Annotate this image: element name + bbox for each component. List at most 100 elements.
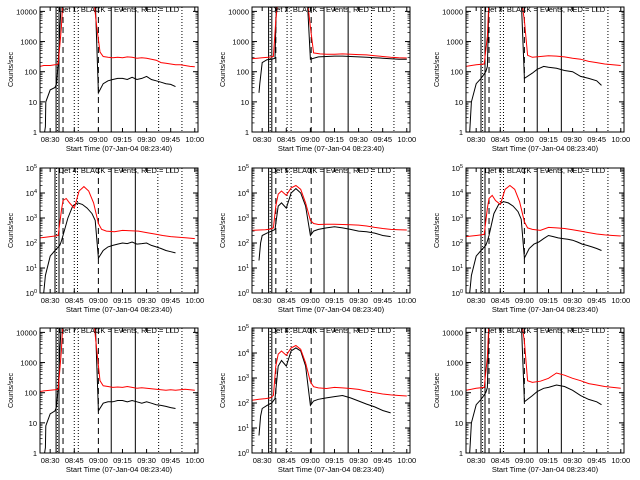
y-tick-label: 1 [459, 449, 463, 458]
x-axis-label: Start Time (07-Jan-04 08:23:40) [66, 144, 173, 153]
events-series-line [258, 7, 407, 93]
x-tick-label: 09:15 [539, 456, 558, 465]
events-series-line [258, 187, 391, 261]
plot-frame [39, 327, 199, 454]
x-tick-label: 09:15 [325, 296, 344, 305]
lld-series-line [466, 7, 621, 67]
x-tick-label: 09:00 [515, 456, 534, 465]
panel-5: Det 5: BLACK = Events, RED = LLD 08:30 08:… [220, 164, 416, 314]
x-tick-label: 09:45 [373, 135, 392, 144]
x-tick-label: 08:30 [253, 456, 272, 465]
y-axis-label: Counts/sec [8, 51, 15, 87]
y-tick-label: 101 [452, 264, 463, 273]
y-tick-label: 1 [245, 128, 249, 137]
y-tick-label: 10 [241, 98, 249, 107]
y-tick-label: 101 [238, 424, 249, 433]
x-tick-label: 09:30 [137, 456, 156, 465]
x-axis-label: Start Time (07-Jan-04 08:23:40) [492, 144, 599, 153]
x-tick-label: 09:30 [349, 296, 368, 305]
x-tick-label: 08:45 [65, 135, 84, 144]
x-tick-label: 08:30 [41, 135, 60, 144]
y-tick-label: 10000 [442, 328, 463, 337]
y-tick-label: 1 [459, 128, 463, 137]
lld-series-line [252, 184, 407, 231]
y-tick-label: 104 [238, 349, 249, 358]
x-tick-label: 09:15 [113, 456, 132, 465]
panel-title: Det 2: BLACK = Events, RED = LLD [271, 5, 392, 14]
x-tick-label: 08:30 [41, 296, 60, 305]
lld-series-line [40, 7, 195, 68]
plot-frame [251, 327, 411, 454]
y-tick-label: 102 [452, 239, 463, 248]
x-tick-label: 10:00 [397, 135, 416, 144]
x-tick-label: 09:45 [587, 296, 606, 305]
x-tick-label: 08:30 [41, 456, 60, 465]
panel-title: Det 7: BLACK = Events, RED = LLD [59, 326, 180, 335]
lld-series-line [252, 344, 407, 401]
lld-series-line [466, 328, 621, 391]
x-tick-label: 09:15 [539, 135, 558, 144]
y-tick-label: 100 [24, 68, 37, 77]
y-tick-label: 100 [452, 289, 463, 298]
y-tick-label: 10 [29, 419, 37, 428]
y-tick-label: 10 [455, 419, 463, 428]
x-tick-label: 10:00 [397, 296, 416, 305]
y-axis-label: Counts/sec [8, 372, 15, 408]
x-axis-label: Start Time (07-Jan-04 08:23:40) [492, 465, 599, 474]
panel-title: Det 1: BLACK = Events, RED = LLD [59, 5, 180, 14]
y-tick-label: 104 [452, 189, 463, 198]
x-tick-label: 08:45 [491, 296, 510, 305]
y-tick-label: 100 [238, 289, 249, 298]
y-axis-label: Counts/sec [220, 372, 227, 408]
y-tick-label: 101 [238, 264, 249, 273]
y-axis-label: Counts/sec [434, 372, 441, 408]
y-tick-label: 105 [26, 164, 37, 173]
plot-frame [465, 6, 625, 133]
y-tick-label: 10000 [442, 7, 463, 16]
y-tick-label: 1 [33, 449, 37, 458]
plot-frame [465, 327, 625, 454]
y-tick-label: 100 [26, 289, 37, 298]
x-tick-label: 10:00 [611, 456, 630, 465]
y-tick-label: 100 [24, 389, 37, 398]
x-tick-label: 09:00 [515, 135, 534, 144]
x-tick-label: 10:00 [611, 296, 630, 305]
panel-title: Det 8: BLACK = Events, RED = LLD [271, 326, 392, 335]
y-tick-label: 10000 [228, 7, 249, 16]
y-tick-label: 102 [238, 239, 249, 248]
x-tick-label: 09:00 [89, 296, 108, 305]
y-tick-label: 103 [452, 214, 463, 223]
x-tick-label: 10:00 [185, 296, 204, 305]
panel-4: Det 4: BLACK = Events, RED = LLD 08:30 08:… [8, 164, 204, 314]
x-tick-label: 10:00 [185, 456, 204, 465]
panel-title: Det 6: BLACK = Events, RED = LLD [485, 166, 606, 175]
x-tick-label: 09:45 [373, 456, 392, 465]
x-tick-label: 09:45 [373, 296, 392, 305]
y-tick-label: 1000 [20, 359, 37, 368]
x-tick-label: 08:45 [491, 135, 510, 144]
plot-frame [39, 167, 199, 294]
y-tick-label: 1000 [20, 38, 37, 47]
y-tick-label: 104 [238, 189, 249, 198]
lld-series-line [40, 328, 195, 392]
x-tick-label: 09:30 [563, 456, 582, 465]
x-tick-label: 08:30 [253, 135, 272, 144]
y-tick-label: 10000 [16, 7, 37, 16]
x-tick-label: 08:30 [467, 135, 486, 144]
x-tick-label: 09:45 [587, 135, 606, 144]
y-tick-label: 1000 [446, 359, 463, 368]
y-axis-label: Counts/sec [220, 51, 227, 87]
y-axis-label: Counts/sec [220, 212, 227, 248]
x-tick-label: 09:15 [113, 135, 132, 144]
x-tick-label: 09:15 [539, 296, 558, 305]
y-tick-label: 1000 [446, 38, 463, 47]
panel-9: Det 9: BLACK = Events, RED = LLD 08:30 08:… [434, 326, 630, 474]
x-tick-label: 09:00 [89, 135, 108, 144]
x-tick-label: 09:45 [161, 135, 180, 144]
x-tick-label: 08:45 [277, 135, 296, 144]
x-tick-label: 09:00 [301, 296, 320, 305]
x-tick-label: 09:45 [161, 456, 180, 465]
panel-title: Det 4: BLACK = Events, RED = LLD [59, 166, 180, 175]
x-tick-label: 09:30 [563, 135, 582, 144]
